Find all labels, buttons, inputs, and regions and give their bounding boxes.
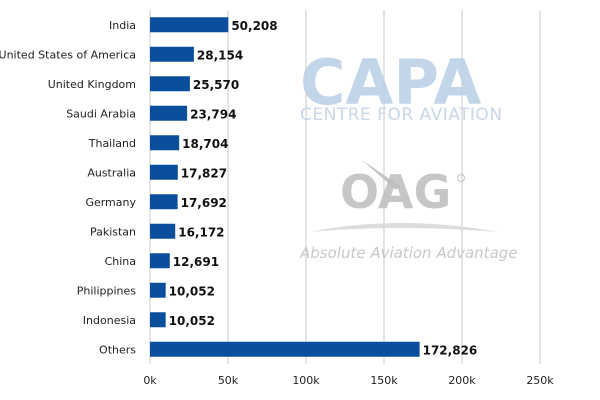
category-label: Saudi Arabia [66, 107, 136, 120]
category-label: India [109, 19, 136, 32]
category-label: Indonesia [83, 314, 136, 327]
x-axis-tick-labels: 0k 50k 100k 150k 200k 250k [143, 374, 554, 387]
data-label: 10,052 [169, 284, 215, 298]
bar [150, 194, 178, 210]
data-label: 10,052 [169, 314, 215, 328]
category-label: Germany [85, 196, 136, 209]
data-label: 18,704 [182, 137, 228, 151]
category-label: Others [99, 343, 136, 356]
x-tick-label: 150k [370, 374, 398, 387]
bars [150, 17, 420, 357]
bar [150, 282, 166, 298]
oag-tagline-watermark: Absolute Aviation Advantage [299, 244, 518, 262]
data-label: 16,172 [178, 225, 224, 239]
category-labels: India United States of America United King… [0, 19, 136, 357]
bar [150, 341, 420, 357]
x-tick-label: 200k [448, 374, 476, 387]
x-tick-label: 0k [143, 374, 157, 387]
capa-logo-watermark: CAPA [300, 46, 481, 119]
bar [150, 223, 176, 239]
x-tick-label: 250k [526, 374, 554, 387]
data-label: 23,794 [190, 107, 236, 121]
data-label: 28,154 [197, 48, 243, 62]
data-label: 25,570 [193, 78, 239, 92]
grid-lines [149, 10, 541, 364]
category-label: Pakistan [90, 225, 136, 238]
category-label: United States of America [0, 48, 136, 61]
data-label: 17,827 [181, 166, 227, 180]
data-label: 172,826 [423, 343, 478, 357]
bar [150, 76, 190, 92]
bar [150, 17, 229, 33]
x-tick-label: 50k [218, 374, 239, 387]
value-labels: 50,208 28,154 25,570 23,794 18,704 17,827 17,6… [169, 19, 478, 358]
data-label: 12,691 [173, 255, 219, 269]
oag-logo-watermark: OAG [340, 165, 451, 219]
data-label: 17,692 [181, 196, 227, 210]
oag-logo-icon [362, 160, 465, 190]
bar [150, 135, 180, 151]
bar [150, 312, 166, 328]
data-label: 50,208 [231, 19, 277, 33]
oag-swoosh-icon [310, 223, 498, 232]
bar [150, 253, 170, 269]
bar [150, 105, 188, 121]
x-tick-label: 100k [292, 374, 320, 387]
category-label: Thailand [88, 137, 136, 150]
bar [150, 164, 178, 180]
category-label: United Kingdom [48, 78, 136, 91]
bar [150, 46, 194, 62]
category-label: China [105, 255, 136, 268]
category-label: Philippines [77, 284, 137, 297]
category-label: Australia [87, 166, 136, 179]
watermarks: CAPA CENTRE FOR AVIATION OAG Absolute Av… [299, 46, 518, 262]
capa-subtitle-watermark: CENTRE FOR AVIATION [300, 105, 503, 125]
